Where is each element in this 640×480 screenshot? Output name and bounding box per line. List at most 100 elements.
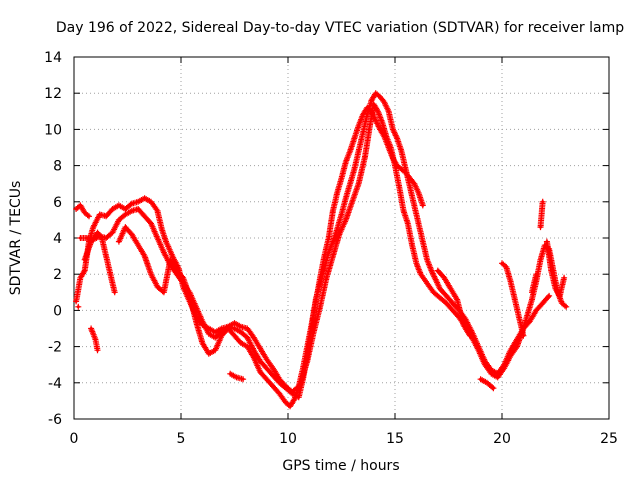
data-point: [496, 375, 500, 379]
y-axis-title: SDTVAR / TECUs: [8, 181, 24, 296]
data-point: [258, 370, 262, 374]
data-point: [367, 127, 371, 131]
data-point: [245, 336, 249, 340]
data-point: [241, 377, 245, 381]
data-point: [74, 299, 78, 303]
data-point: [344, 196, 348, 200]
data-point: [562, 276, 566, 280]
data-point: [470, 336, 474, 340]
data-point: [545, 240, 549, 244]
data-point: [365, 113, 369, 117]
data-point: [357, 149, 361, 153]
x-tick-label: 10: [279, 431, 297, 447]
data-point: [149, 272, 153, 276]
data-point: [374, 91, 378, 95]
data-point: [136, 200, 140, 204]
data-point: [284, 401, 288, 405]
data-point: [233, 321, 236, 325]
data-point: [111, 231, 115, 235]
x-axis-title: GPS time / hours: [282, 458, 399, 474]
data-point: [410, 243, 414, 247]
x-tick-labels: 0 5 10 15 20 25: [70, 431, 618, 447]
data-point: [361, 131, 365, 135]
marker-cluster: [73, 104, 426, 401]
data-point: [489, 372, 493, 376]
data-point: [438, 296, 442, 300]
data-point: [558, 294, 562, 298]
data-point: [310, 323, 314, 327]
data-point: [149, 222, 153, 226]
data-point: [162, 250, 166, 254]
data-point: [98, 212, 102, 216]
data-point: [292, 397, 296, 401]
x-tick-label: 25: [600, 431, 618, 447]
data-point: [451, 301, 455, 305]
data-point: [83, 211, 87, 215]
data-point: [160, 227, 164, 231]
data-point: [123, 212, 127, 216]
data-point: [384, 135, 388, 139]
data-point: [258, 359, 262, 363]
data-point: [406, 222, 410, 226]
data-point: [393, 164, 397, 168]
data-point: [245, 327, 249, 330]
data-point: [509, 354, 513, 358]
data-point: [325, 276, 329, 280]
data-point: [200, 319, 204, 323]
data-point: [363, 155, 367, 159]
data-point: [305, 345, 309, 349]
data-point: [429, 269, 433, 273]
marker-cluster: [75, 101, 570, 410]
data-point: [85, 236, 89, 240]
data-point: [290, 390, 294, 394]
data-point: [421, 203, 425, 207]
data-point: [560, 301, 564, 305]
data-point: [305, 359, 309, 363]
data-point: [288, 404, 292, 408]
series-track-3: [75, 101, 570, 410]
data-point: [78, 203, 82, 207]
data-point: [449, 287, 453, 291]
data-point: [117, 203, 121, 207]
data-point: [331, 209, 335, 213]
data-point: [271, 384, 275, 388]
data-point: [327, 250, 331, 254]
data-point: [239, 341, 243, 345]
data-point: [402, 209, 406, 213]
data-point: [83, 269, 87, 273]
data-point: [194, 319, 198, 323]
data-point: [528, 319, 532, 323]
data-point: [175, 269, 179, 273]
data-point: [200, 341, 204, 345]
data-point: [76, 305, 80, 309]
data-point: [344, 218, 348, 222]
data-point: [207, 352, 211, 356]
data-point: [509, 279, 513, 283]
data-point: [350, 200, 354, 204]
data-point: [108, 272, 112, 276]
data-point: [245, 345, 249, 349]
data-point: [130, 202, 134, 206]
data-point: [213, 330, 217, 334]
data-point: [265, 357, 269, 361]
data-point: [331, 254, 335, 258]
data-point: [78, 236, 82, 240]
y-tick-label: 4: [53, 231, 62, 247]
data-point: [220, 334, 224, 338]
series-track-1: [73, 104, 426, 401]
data-point: [468, 334, 472, 338]
data-point: [233, 334, 236, 338]
data-point: [299, 381, 303, 385]
y-tick-label: -4: [48, 376, 62, 392]
data-point: [397, 185, 401, 189]
data-point: [258, 346, 262, 350]
marker-cluster: [77, 90, 553, 395]
data-point: [130, 232, 134, 236]
data-point: [252, 355, 256, 359]
y-tick-label: 6: [53, 195, 62, 211]
data-point: [534, 308, 538, 312]
data-point: [412, 182, 416, 186]
data-point: [252, 336, 256, 340]
data-point: [378, 95, 382, 99]
data-point: [389, 146, 393, 149]
